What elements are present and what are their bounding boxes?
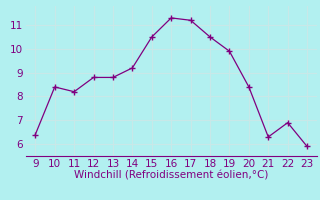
- X-axis label: Windchill (Refroidissement éolien,°C): Windchill (Refroidissement éolien,°C): [74, 170, 268, 180]
